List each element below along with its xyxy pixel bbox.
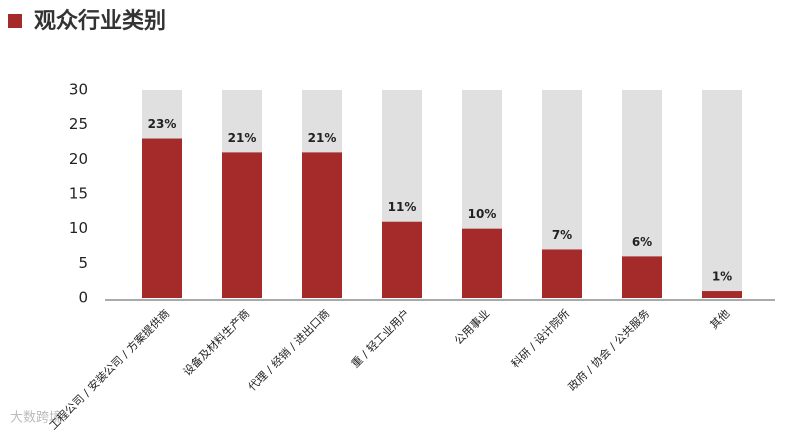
bar [462,228,502,298]
bar-background [702,90,742,298]
bar [702,291,742,298]
value-label: 1% [712,270,732,284]
y-tick-label: 5 [78,254,88,272]
value-label: 23% [148,117,177,131]
watermark: 大数跨境 [10,411,62,426]
value-label: 21% [308,131,337,145]
x-tick-label: 设备及材料生产商 [180,306,252,378]
bar [622,256,662,298]
y-tick-label: 25 [69,115,88,133]
bar [302,152,342,298]
value-label: 6% [632,235,652,249]
x-tick-label: 工程公司 / 安装公司 / 方案提供商 [46,306,172,432]
y-tick-label: 30 [69,81,88,99]
x-tick-label: 重 / 轻工业用户 [348,306,412,370]
x-tick-label: 其他 [707,307,732,332]
x-tick-label: 公用事业 [452,307,492,347]
y-tick-label: 0 [78,289,88,307]
title-marker [8,14,22,28]
x-tick-label: 代理 / 经销 / 进出口商 [245,306,332,393]
value-label: 10% [468,207,497,221]
value-label: 11% [388,200,417,214]
x-tick-label: 科研 / 设计院所 [508,306,572,370]
y-tick-label: 20 [69,150,88,168]
y-tick-label: 15 [69,185,88,203]
chart-title: 观众行业类别 [34,8,166,34]
x-tick-label: 政府 / 协会 / 公共服务 [565,306,652,393]
bar [382,221,422,298]
bar [542,249,582,298]
bar [222,152,262,298]
value-label: 7% [552,228,572,242]
bar [142,138,182,298]
y-tick-label: 10 [69,219,88,237]
value-label: 21% [228,131,257,145]
